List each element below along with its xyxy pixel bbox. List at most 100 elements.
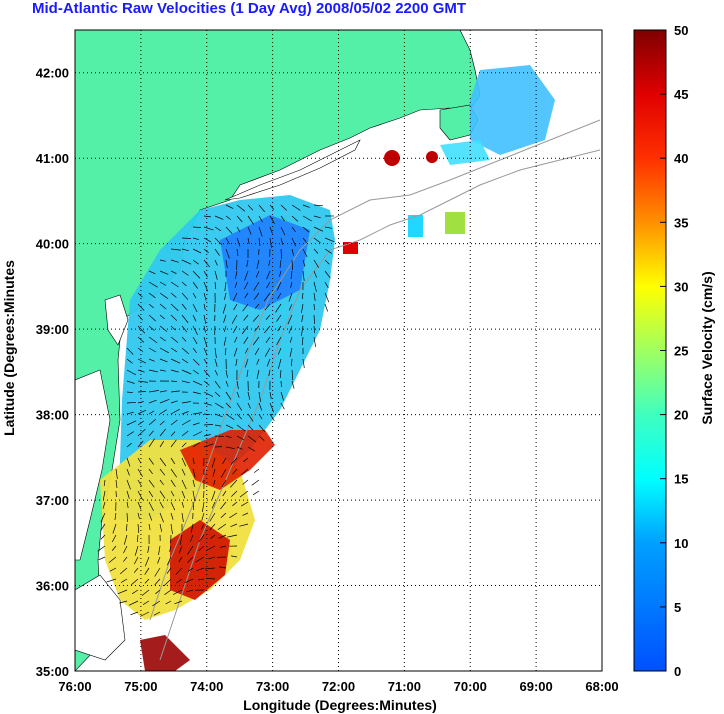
colorbar-tick-label: 40 bbox=[674, 151, 688, 166]
velocity-arrow bbox=[313, 226, 324, 232]
velocity-arrow bbox=[203, 490, 205, 499]
velocity-arrow bbox=[240, 468, 249, 476]
velocity-arrow bbox=[166, 567, 172, 574]
velocity-arrow bbox=[225, 226, 233, 234]
velocity-arrow bbox=[152, 600, 161, 607]
velocity-arrow bbox=[148, 390, 159, 393]
velocity-arrow bbox=[313, 237, 321, 244]
velocity-arrow bbox=[300, 325, 304, 336]
velocity-arrow bbox=[302, 226, 310, 233]
velocity-arrow bbox=[100, 512, 106, 523]
velocity-arrow bbox=[170, 457, 176, 465]
velocity-arrow bbox=[192, 412, 202, 415]
velocity-arrow bbox=[236, 424, 246, 432]
velocity-arrow bbox=[137, 325, 146, 334]
velocity-arrow bbox=[324, 303, 329, 312]
velocity-arrow bbox=[253, 292, 260, 300]
velocity-arrow bbox=[256, 259, 260, 269]
velocity-arrow bbox=[291, 358, 293, 367]
velocity-arrow bbox=[302, 215, 312, 222]
velocity-arrow bbox=[126, 391, 134, 394]
velocity-arrow bbox=[126, 347, 134, 355]
velocity-arrow bbox=[243, 281, 249, 290]
velocity-arrow bbox=[137, 336, 145, 343]
velocity-arrow bbox=[313, 204, 324, 207]
velocity-arrow bbox=[290, 281, 293, 288]
velocity-arrow bbox=[159, 468, 166, 476]
velocity-arrow bbox=[192, 431, 203, 437]
velocity-arrow bbox=[214, 259, 218, 266]
velocity-arrow bbox=[268, 369, 271, 376]
velocity-arrow bbox=[181, 303, 187, 310]
velocity-patch-2 bbox=[445, 212, 465, 234]
velocity-arrow bbox=[211, 501, 216, 509]
velocity-arrow bbox=[120, 578, 128, 583]
y-tick-label: 37:00 bbox=[36, 493, 69, 508]
velocity-arrow bbox=[258, 204, 265, 213]
velocity-arrow bbox=[126, 420, 137, 426]
velocity-arrow bbox=[225, 435, 232, 439]
colorbar-label: Surface Velocity (cm/s) bbox=[699, 271, 715, 424]
velocity-arrow bbox=[254, 325, 260, 332]
velocity-arrow bbox=[230, 479, 238, 488]
velocity-arrow bbox=[190, 523, 194, 533]
velocity-arrow bbox=[278, 358, 282, 369]
velocity-arrow bbox=[170, 439, 177, 448]
shelf-contour-2 bbox=[149, 119, 601, 621]
velocity-arrow bbox=[258, 424, 266, 433]
velocity-arrow bbox=[192, 347, 197, 354]
velocity-arrow bbox=[244, 270, 249, 281]
velocity-arrow bbox=[137, 490, 143, 501]
velocity-arrow bbox=[133, 556, 139, 565]
velocity-arrow bbox=[115, 468, 118, 479]
velocity-arrow bbox=[159, 420, 165, 426]
velocity-arrow bbox=[148, 314, 156, 322]
velocity-arrow bbox=[266, 270, 271, 280]
velocity-arrow bbox=[258, 391, 261, 402]
velocity-arrow bbox=[247, 226, 252, 235]
velocity-arrow bbox=[214, 237, 223, 246]
velocity-arrow bbox=[97, 545, 106, 552]
velocity-region-slow bbox=[220, 215, 310, 310]
velocity-arrow bbox=[211, 490, 216, 500]
velocity-arrow bbox=[170, 347, 178, 353]
velocity-arrow bbox=[175, 567, 183, 575]
velocity-arrow bbox=[159, 457, 167, 467]
velocity-arrow bbox=[243, 336, 249, 344]
velocity-arrow bbox=[313, 281, 317, 292]
velocity-arrow bbox=[148, 479, 155, 488]
velocity-arrow bbox=[225, 237, 230, 245]
velocity-arrow bbox=[203, 434, 211, 437]
velocity-arrow bbox=[192, 314, 197, 322]
y-tick-label: 42:00 bbox=[36, 66, 69, 81]
velocity-arrow bbox=[192, 422, 200, 426]
velocity-arrow bbox=[181, 512, 184, 522]
velocity-arrow bbox=[148, 292, 156, 299]
colorbar-tick-label: 0 bbox=[674, 664, 681, 679]
velocity-arrow bbox=[214, 347, 217, 358]
velocity-arrow bbox=[302, 204, 310, 208]
velocity-arrow bbox=[181, 325, 188, 333]
velocity-arrow bbox=[289, 336, 293, 343]
velocity-arrows bbox=[97, 204, 335, 617]
velocity-arrow bbox=[192, 369, 199, 375]
colorbar-tick-label: 20 bbox=[674, 408, 688, 423]
velocity-arrow bbox=[137, 468, 143, 477]
velocity-arrow bbox=[242, 479, 249, 485]
velocity-arrow bbox=[241, 501, 249, 507]
velocity-arrow bbox=[313, 303, 315, 311]
velocity-arrow bbox=[291, 380, 295, 389]
velocity-arrow bbox=[117, 589, 128, 595]
velocity-arrow bbox=[187, 567, 194, 572]
velocity-arrow bbox=[288, 325, 293, 334]
velocity-arrow bbox=[186, 589, 194, 593]
velocity-arrow bbox=[224, 292, 227, 300]
velocity-arrow bbox=[203, 292, 207, 301]
velocity-arrow bbox=[159, 398, 170, 404]
velocity-arrow bbox=[302, 248, 308, 258]
velocity-arrow bbox=[170, 314, 178, 321]
velocity-arrow bbox=[170, 501, 176, 511]
velocity-arrow bbox=[302, 259, 306, 267]
velocity-arrow bbox=[158, 545, 161, 555]
